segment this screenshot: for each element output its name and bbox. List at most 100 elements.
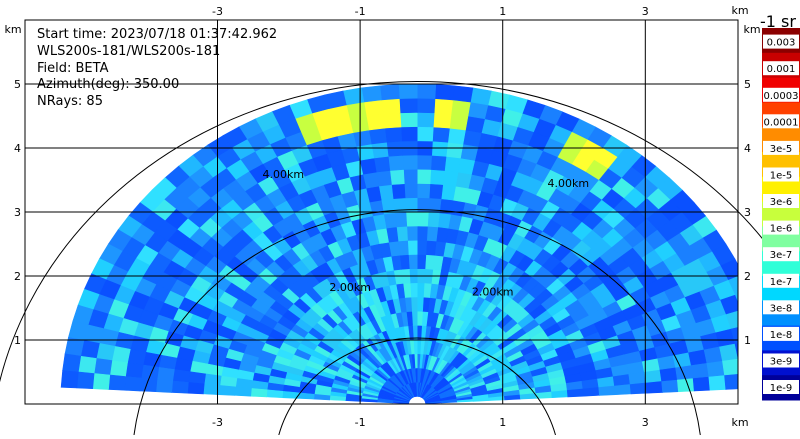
colorbar-label-box (763, 61, 799, 76)
x-tick-label-top: 3 (642, 5, 649, 18)
colorbar-tick-label: 3e-9 (770, 357, 793, 368)
colorbar-tick-label: 0.0003 (764, 91, 799, 102)
range-gate-cell (156, 366, 175, 382)
colorbar-label-box (763, 326, 799, 341)
range-gate-cell (140, 364, 160, 380)
range-gate-cell (416, 154, 433, 170)
range-gate-cell (645, 380, 663, 394)
y-tick-label-left: 2 (14, 270, 21, 283)
range-gate-cell (416, 254, 427, 270)
range-gate-cell (155, 379, 174, 393)
range-gate-cell (442, 170, 459, 187)
range-gate-cell (399, 112, 418, 128)
x-unit-label-top: km (731, 4, 748, 17)
range-gate-cell (172, 369, 191, 383)
range-gate-cell (431, 140, 449, 157)
colorbar: 0.003 0.001 0.0003 0.0001 3e-5 1e-5 3e-6 1e-6 3e… (762, 28, 800, 401)
range-gate-cell (416, 339, 422, 355)
range-gate-cell (426, 225, 439, 242)
range-gate-cell (402, 154, 418, 170)
x-unit-label-bottom: km (731, 416, 748, 429)
range-gate-cell (403, 183, 418, 199)
range-gate-cell (187, 382, 205, 395)
range-gate-cell (722, 358, 738, 376)
range-gate-cell (266, 389, 284, 399)
x-tick-label-top: -1 (355, 5, 366, 18)
range-gate-cell (361, 85, 382, 103)
range-gate-cell (125, 362, 144, 379)
colorbar-tick-label: 1e-9 (770, 383, 793, 394)
range-gate-cell (416, 225, 428, 241)
range-gate-cell (706, 360, 725, 377)
range-gate-cell (142, 351, 162, 368)
colorbar-label-box (763, 353, 799, 368)
range-gate-cell (432, 112, 452, 129)
range-gate-cell (416, 112, 435, 128)
range-gate-cell (76, 371, 95, 390)
range-gate-cell (158, 354, 178, 370)
range-gate-cell (381, 98, 401, 115)
range-ring-label: 2.00km (472, 285, 514, 298)
range-gate-cell (727, 275, 738, 295)
range-gate-cell (457, 157, 476, 175)
range-gate-cell (403, 168, 418, 185)
y-tick-label-left: 1 (14, 334, 21, 347)
range-gate-cell (234, 386, 252, 397)
colorbar-label-box (763, 34, 799, 49)
range-gate-cell (455, 171, 472, 189)
colorbar-tick-label: 3e-6 (770, 197, 793, 208)
range-gate-cell (368, 127, 387, 145)
colorbar-label-box (763, 167, 799, 182)
info-field: Field: BETA (37, 61, 109, 76)
plot-frame (24, 19, 739, 405)
range-gate-cell (405, 211, 418, 227)
range-gate-cell (737, 358, 738, 361)
colorbar-label-box (763, 220, 799, 235)
range-gate-cell (400, 126, 418, 142)
range-gate-cell (450, 99, 471, 117)
range-gate-cell (449, 113, 469, 131)
range-gate-cell (108, 374, 126, 391)
colorbar-tick-label: 3e-5 (770, 144, 793, 155)
backscatter-field (60, 83, 738, 404)
range-gate-cell (370, 141, 389, 159)
colorbar-label-box (763, 273, 799, 288)
y-tick-label-right: 5 (744, 78, 751, 91)
info-panel: Start time: 2023/07/18 01:37:42.962 WLS2… (37, 27, 277, 109)
axis-ticks: -3 -3 -1 -1 1 1 3 3 1 1 2 2 3 3 4 4 5 5 km km km km (4, 4, 760, 429)
x-tick-label-top: 1 (499, 5, 506, 18)
range-gate-cell (434, 84, 455, 101)
range-gate-cell (614, 383, 632, 396)
range-gate-cell (386, 140, 403, 157)
range-gate-cell (447, 127, 466, 145)
range-gate-cell (435, 226, 449, 243)
range-gate-cell (730, 326, 738, 344)
colorbar-tick-label: 1e-5 (770, 171, 793, 182)
range-gate-cell (425, 240, 437, 256)
range-gate-cell (394, 211, 408, 228)
x-tick-label-bottom: -1 (355, 416, 366, 429)
colorbar-tick-label: 0.003 (767, 38, 796, 49)
range-gate-cell (692, 376, 711, 392)
range-gate-cell (416, 83, 437, 99)
range-gate-cell (407, 239, 418, 255)
range-gate-cell (109, 360, 128, 377)
range-gate-cell (127, 348, 147, 366)
range-gate-cell (427, 211, 440, 228)
range-gate-cell (218, 385, 236, 396)
range-gate-cell (365, 113, 386, 131)
range-gate-cell (379, 84, 400, 101)
colorbar-label-box (763, 194, 799, 208)
colorbar-label-box (763, 300, 799, 315)
range-gate-cell (389, 169, 405, 185)
colorbar-label-box (763, 380, 799, 394)
y-tick-label-left: 4 (14, 142, 21, 155)
range-gate-cell (363, 99, 384, 117)
range-gate-cell (432, 126, 450, 143)
range-gate-cell (93, 358, 113, 376)
range-ring-label: 4.00km (548, 177, 590, 190)
range-gate-cell (429, 169, 445, 185)
y-unit-label-right: km (743, 23, 760, 36)
